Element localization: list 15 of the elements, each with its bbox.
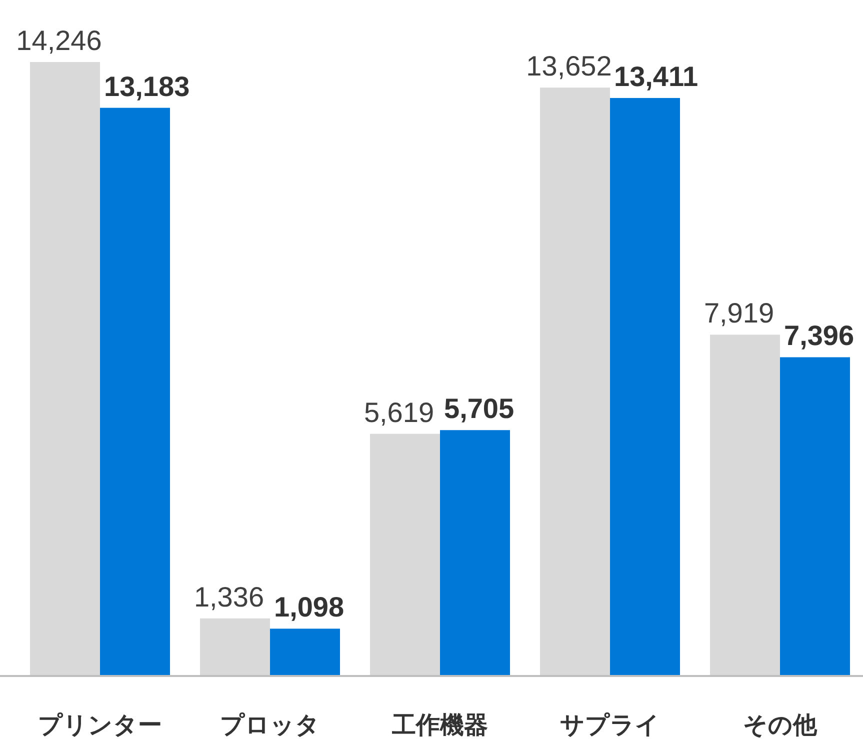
x-tick-label: プロッタ <box>220 711 320 739</box>
data-label: 1,098 <box>274 592 344 623</box>
data-label: 13,652 <box>526 50 612 82</box>
data-label: 1,336 <box>194 581 264 612</box>
x-tick-label: 工作機器 <box>391 711 488 739</box>
x-tick-label: サプライ <box>560 711 660 739</box>
data-label: 5,705 <box>444 393 514 424</box>
data-label: 5,619 <box>364 396 434 428</box>
data-label: 7,396 <box>784 320 854 352</box>
data-label: 14,246 <box>16 25 102 56</box>
data-label: 13,183 <box>104 70 190 102</box>
data-label: 7,919 <box>704 298 774 329</box>
data-label: 13,411 <box>614 60 698 92</box>
x-tick-label: プリンター <box>38 711 162 739</box>
x-tick-label: その他 <box>743 711 818 739</box>
